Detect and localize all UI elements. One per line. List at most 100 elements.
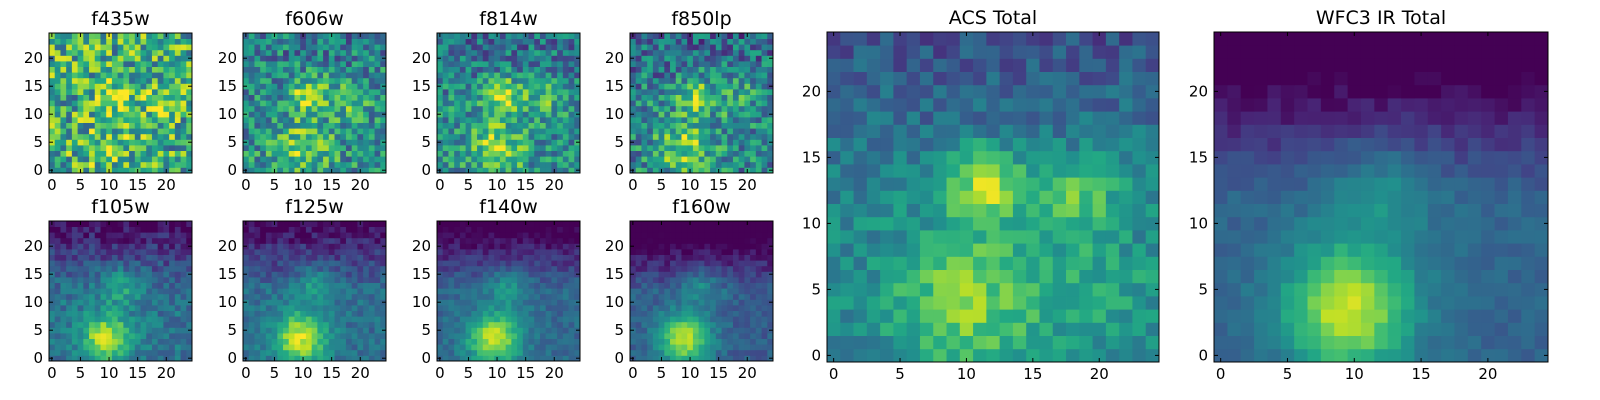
heatmap-cell xyxy=(180,83,187,90)
heatmap-cell xyxy=(477,226,484,233)
heatmap-cell xyxy=(664,277,671,283)
heatmap-cell xyxy=(323,232,330,239)
heatmap-cell xyxy=(761,128,768,135)
heatmap-cell xyxy=(710,282,717,289)
heatmap-cell xyxy=(151,94,159,101)
heatmap-cell xyxy=(522,327,529,334)
heatmap-cell xyxy=(180,299,187,306)
heatmap-cell xyxy=(117,83,124,90)
heatmap-cell xyxy=(517,277,524,283)
heatmap-cell xyxy=(568,338,575,345)
heatmap-cell xyxy=(454,128,461,135)
heatmap-cell xyxy=(271,277,278,283)
heatmap-cell xyxy=(374,321,381,328)
heatmap-cell xyxy=(254,156,261,163)
heatmap-cell xyxy=(83,38,90,45)
heatmap-cell xyxy=(380,38,387,45)
heatmap-cell xyxy=(248,260,255,267)
heatmap-cell xyxy=(692,66,700,73)
heatmap-cell xyxy=(129,128,136,135)
heatmap-cell xyxy=(111,145,119,151)
heatmap-cell xyxy=(54,167,61,174)
heatmap-cell xyxy=(738,167,745,174)
heatmap-cell xyxy=(755,299,762,306)
heatmap-cell xyxy=(732,156,740,163)
heatmap-cell xyxy=(305,94,313,101)
heatmap-cell xyxy=(511,254,518,261)
heatmap-cell xyxy=(129,133,136,140)
heatmap-cell xyxy=(89,355,96,362)
heatmap-cell xyxy=(94,161,101,168)
heatmap-cell xyxy=(368,89,375,95)
heatmap-cell xyxy=(277,156,284,163)
heatmap-cell xyxy=(300,333,307,339)
heatmap-cell xyxy=(163,100,170,107)
heatmap-cell xyxy=(111,122,119,129)
heatmap-cell xyxy=(265,94,272,101)
heatmap-cell xyxy=(459,232,466,239)
heatmap-cell xyxy=(551,38,558,45)
heatmap-cell xyxy=(265,167,272,174)
heatmap-cell xyxy=(459,249,466,255)
heatmap-cell xyxy=(454,111,461,118)
heatmap-cell xyxy=(334,156,341,163)
heatmap-cell xyxy=(368,117,375,123)
heatmap-cell xyxy=(562,167,569,174)
heatmap-cell xyxy=(562,355,569,362)
heatmap-cell xyxy=(163,139,170,146)
heatmap-cell xyxy=(317,77,324,84)
heatmap-cell xyxy=(243,282,250,289)
heatmap-cell xyxy=(157,139,164,146)
heatmap-cell xyxy=(710,72,717,79)
heatmap-cell xyxy=(727,310,734,317)
heatmap-cell xyxy=(448,265,455,272)
heatmap-cell xyxy=(517,333,524,339)
heatmap-cell xyxy=(151,83,159,90)
heatmap-cell xyxy=(704,89,711,95)
heatmap-cell xyxy=(174,77,181,84)
heatmap-cell xyxy=(454,310,461,317)
heatmap-cell xyxy=(66,167,73,174)
heatmap-cell xyxy=(692,89,700,95)
heatmap-cell xyxy=(658,293,665,300)
heatmap-cell xyxy=(117,167,124,174)
heatmap-cell xyxy=(681,327,688,334)
heatmap-cell xyxy=(169,89,176,95)
y-tick-label: 20 xyxy=(605,49,624,67)
heatmap-cell xyxy=(100,161,107,168)
heatmap-cell xyxy=(49,316,56,323)
heatmap-cell xyxy=(517,111,524,118)
heatmap-cell xyxy=(505,105,512,112)
heatmap-cell xyxy=(704,55,711,62)
heatmap-cell xyxy=(357,161,364,168)
heatmap-cell xyxy=(66,83,73,90)
heatmap-cell xyxy=(715,321,722,328)
heatmap-cell xyxy=(635,288,642,295)
heatmap-cell xyxy=(311,150,318,157)
heatmap-cell xyxy=(111,265,119,272)
heatmap-cell xyxy=(351,117,358,123)
heatmap-cell xyxy=(761,327,768,334)
heatmap-cell xyxy=(283,265,290,272)
heatmap-cell xyxy=(568,260,575,267)
heatmap-cell xyxy=(345,265,353,272)
heatmap-cell xyxy=(283,316,290,323)
heatmap-cell xyxy=(180,349,187,356)
heatmap-cell xyxy=(517,55,524,62)
heatmap-cell xyxy=(698,111,705,118)
heatmap-cell xyxy=(539,150,547,157)
heatmap-cell xyxy=(111,277,119,283)
heatmap-cell xyxy=(557,237,564,244)
heatmap-cell xyxy=(465,310,472,317)
heatmap-cell xyxy=(283,232,290,239)
heatmap-cell xyxy=(664,83,671,90)
heatmap-cell xyxy=(83,293,90,300)
heatmap-cell xyxy=(134,254,141,261)
heatmap-cell xyxy=(539,355,547,362)
heatmap-cell xyxy=(351,333,358,339)
y-tick-label: 20 xyxy=(24,49,43,67)
heatmap-cell xyxy=(60,55,67,62)
heatmap-cell xyxy=(277,133,284,140)
heatmap-cell xyxy=(681,293,688,300)
